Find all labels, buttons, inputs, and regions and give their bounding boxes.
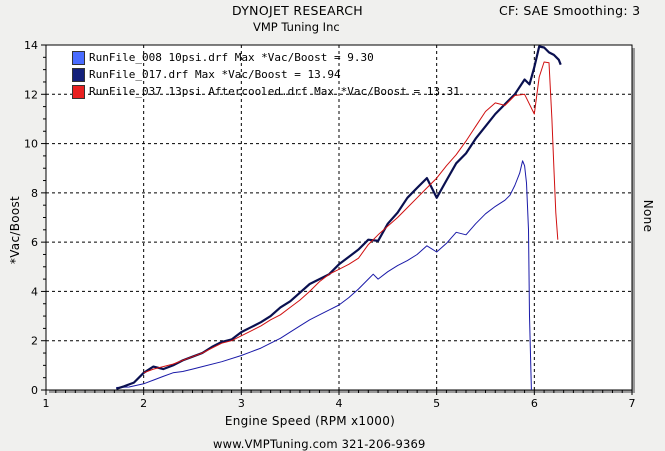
y-tick-label: 8	[31, 187, 38, 200]
legend-swatch	[72, 50, 85, 65]
legend-label: RunFile_037 13psi Aftercooled.drf Max *V…	[89, 85, 460, 98]
chart-subtitle: VMP Tuning Inc	[253, 20, 340, 34]
y-tick-label: 2	[31, 335, 38, 348]
y-tick-label: 12	[24, 88, 38, 101]
x-tick-label: 2	[140, 397, 147, 410]
y-tick-label: 0	[31, 384, 38, 397]
legend-item: RunFile_037 13psi Aftercooled.drf Max *V…	[72, 83, 460, 100]
legend-swatch	[72, 67, 85, 82]
x-tick-label: 6	[531, 397, 538, 410]
footer-contact: www.VMPTuning.com 321-206-9369	[213, 437, 426, 451]
legend-label: RunFile_017.drf Max *Vac/Boost = 13.94	[89, 68, 341, 81]
chart-legend: RunFile_008 10psi.drf Max *Vac/Boost = 9…	[72, 49, 460, 100]
legend-swatch	[72, 84, 85, 99]
legend-item: RunFile_008 10psi.drf Max *Vac/Boost = 9…	[72, 49, 460, 66]
y-tick-label: 10	[24, 138, 38, 151]
secondary-axis-label: None	[641, 199, 655, 233]
correction-factor-label: CF: SAE Smoothing: 3	[499, 3, 641, 18]
x-tick-label: 7	[629, 397, 636, 410]
chart-title: DYNOJET RESEARCH	[232, 3, 363, 18]
x-axis-label: Engine Speed (RPM x1000)	[224, 414, 396, 428]
y-tick-label: 14	[24, 39, 38, 52]
x-tick-label: 5	[433, 397, 440, 410]
legend-label: RunFile_008 10psi.drf Max *Vac/Boost = 9…	[89, 51, 374, 64]
y-tick-label: 6	[31, 236, 38, 249]
x-tick-label: 1	[43, 397, 50, 410]
x-tick-label: 3	[238, 397, 245, 410]
x-tick-label: 4	[336, 397, 343, 410]
y-tick-label: 4	[31, 285, 38, 298]
series-line-3	[143, 61, 559, 374]
series-line-1	[116, 160, 532, 391]
legend-item: RunFile_017.drf Max *Vac/Boost = 13.94	[72, 66, 460, 83]
y-axis-label: *Vac/Boost	[8, 195, 22, 265]
